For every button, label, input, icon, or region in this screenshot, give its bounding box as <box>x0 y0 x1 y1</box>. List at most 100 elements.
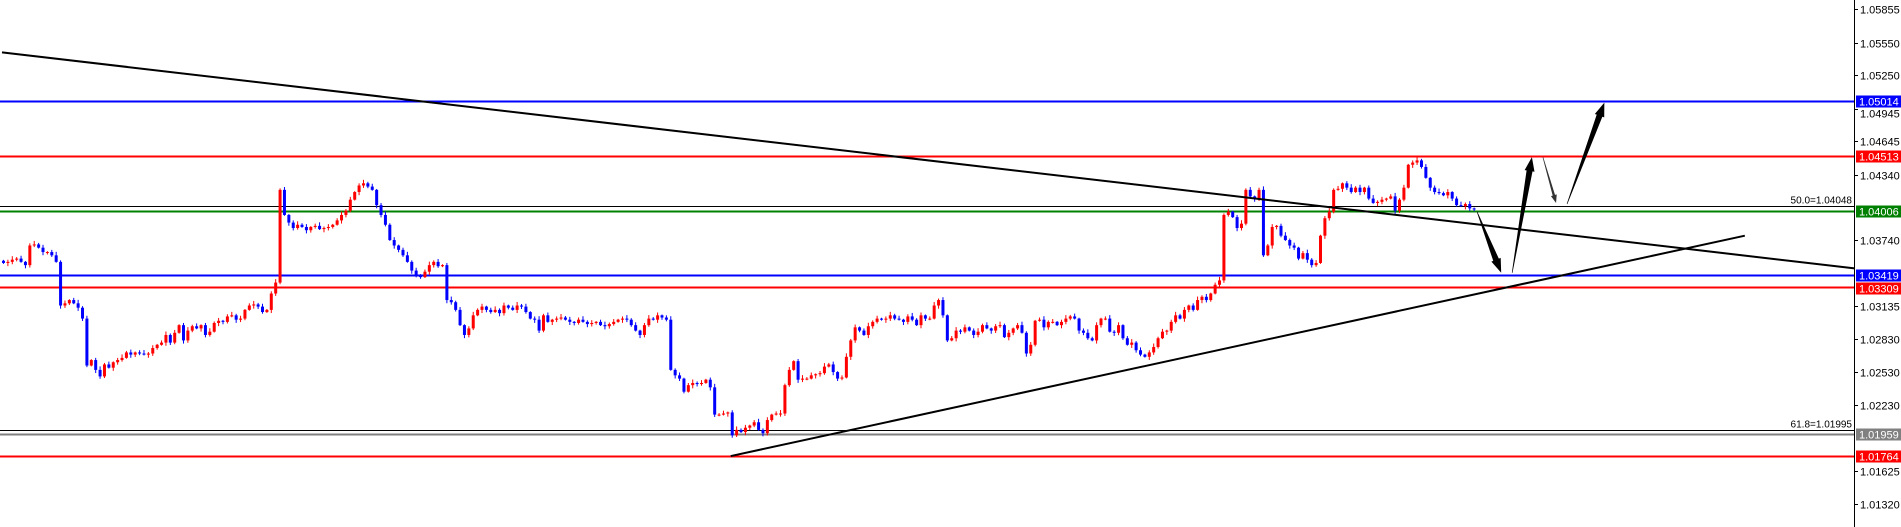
candle-body <box>366 183 370 187</box>
candle <box>577 317 581 325</box>
candle <box>888 311 892 322</box>
candle <box>265 308 269 313</box>
candle-body <box>1174 315 1178 322</box>
candle-body <box>265 309 269 313</box>
candle <box>739 428 743 433</box>
candle-body <box>941 300 945 316</box>
candle-body <box>19 258 23 262</box>
candle-body <box>247 305 251 310</box>
candle-body <box>181 325 185 341</box>
candle <box>989 327 993 334</box>
candle <box>1433 185 1437 195</box>
candle-body <box>1029 344 1033 354</box>
candle <box>1288 238 1292 249</box>
candle-body <box>919 315 923 326</box>
candle <box>1380 196 1384 205</box>
candle <box>603 321 607 330</box>
candle-body <box>805 378 809 380</box>
candle-body <box>994 326 998 331</box>
candle-body <box>642 325 646 335</box>
candle <box>568 316 572 326</box>
trendline[interactable] <box>1 51 1855 270</box>
candle-body <box>1226 211 1230 215</box>
candle-body <box>1209 293 1213 301</box>
candle-body <box>50 252 54 256</box>
candle-body <box>682 378 686 392</box>
arrow[interactable] <box>1542 157 1557 203</box>
candle-body <box>726 412 730 414</box>
arrow[interactable] <box>1511 157 1535 273</box>
candle-body <box>1112 331 1116 333</box>
candle-body <box>910 316 914 320</box>
candle-body <box>1261 189 1265 256</box>
candle <box>1468 201 1472 211</box>
candle <box>528 311 532 320</box>
candle <box>1112 330 1116 336</box>
candle-body <box>287 214 291 223</box>
candle-body <box>392 240 396 246</box>
candle-body <box>296 224 300 229</box>
candle-body <box>1270 226 1274 246</box>
candle <box>1108 315 1112 333</box>
candle <box>1134 341 1138 353</box>
candle <box>296 221 300 230</box>
candle-body <box>168 334 172 343</box>
candle-body <box>120 357 124 361</box>
candle <box>1204 293 1208 303</box>
candle-body <box>54 255 58 262</box>
candle <box>546 312 550 323</box>
candle-body <box>1398 199 1402 211</box>
candle-body <box>612 321 616 325</box>
candle-body <box>594 321 598 323</box>
trendline[interactable] <box>730 234 1746 458</box>
candle-body <box>269 293 273 310</box>
candle <box>1310 258 1314 268</box>
candle <box>1279 223 1283 238</box>
candle-body <box>537 319 541 331</box>
candle-body <box>1358 187 1362 193</box>
candle <box>1327 208 1331 221</box>
candle <box>1174 311 1178 324</box>
candle-body <box>1367 187 1371 199</box>
candle-body <box>1283 235 1287 241</box>
candle-body <box>243 309 247 319</box>
y-tick-label: 1.05855 <box>1860 5 1900 17</box>
candle <box>388 223 392 241</box>
level-price-tag <box>1856 282 1901 295</box>
candle <box>1362 186 1366 195</box>
candle <box>397 244 401 253</box>
candle-body <box>844 356 848 378</box>
fib-level-label: 61.8=1.01995 <box>1791 420 1853 431</box>
candle <box>1055 321 1059 327</box>
candle-body <box>81 307 85 319</box>
candle-body <box>822 366 826 374</box>
candle-body <box>116 360 120 363</box>
candle <box>102 362 106 379</box>
candle-body <box>581 319 585 322</box>
candle-body <box>1336 188 1340 190</box>
arrow[interactable] <box>1566 102 1605 205</box>
candle-body <box>1275 225 1279 227</box>
candle <box>1117 322 1121 336</box>
candle-body <box>1068 316 1072 319</box>
candle <box>291 220 295 231</box>
candle <box>520 303 524 309</box>
candle-body <box>1152 346 1156 353</box>
candle-body <box>757 422 761 430</box>
candle-body <box>318 225 322 230</box>
candle <box>1415 156 1419 165</box>
candle <box>915 318 919 327</box>
candle <box>168 333 172 346</box>
candle <box>269 291 273 314</box>
arrow[interactable] <box>1476 211 1502 273</box>
candle <box>1393 192 1397 214</box>
candle-body <box>1182 309 1186 319</box>
candle <box>923 314 927 322</box>
candle <box>910 312 914 322</box>
candle <box>735 426 739 437</box>
candle-body <box>1055 321 1059 326</box>
candle <box>700 380 704 386</box>
candle <box>524 303 528 314</box>
candle-body <box>1415 160 1419 163</box>
